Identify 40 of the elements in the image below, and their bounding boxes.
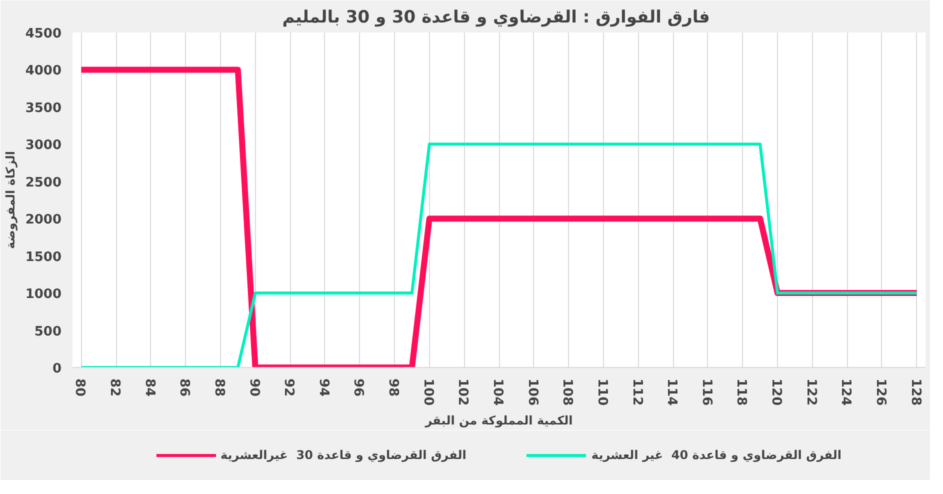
x-tick-label: 104 (490, 378, 505, 406)
x-tick-label: 102 (455, 378, 470, 406)
x-tick-label: 88 (211, 378, 226, 397)
legend-label: الفرق القرضاوي و قاعدة 40 غير العشرية (591, 448, 842, 462)
x-tick-label: 124 (838, 378, 854, 406)
x-tick-label: 86 (176, 378, 192, 397)
chart-title: فارق الفوارق : القرضاوي و قاعدة 30 و 30 بالمليم (282, 8, 710, 28)
x-tick-label: 80 (72, 378, 88, 397)
x-tick-label: 98 (386, 378, 401, 397)
x-tick-label: 114 (664, 378, 680, 406)
x-tick-label: 96 (350, 378, 366, 397)
x-tick-label: 126 (872, 378, 888, 406)
x-tick-label: 106 (524, 378, 540, 406)
x-tick-label: 122 (803, 378, 818, 406)
y-tick-label: 500 (34, 324, 62, 340)
legend-label: الفرق القرضاوي و قاعدة 30 غيرالعشرية (220, 448, 466, 462)
x-tick-label: 82 (107, 378, 122, 397)
y-tick-label: 2500 (25, 175, 62, 190)
y-tick-label: 1000 (25, 287, 62, 302)
x-tick-label: 118 (734, 378, 749, 406)
x-tick-label: 84 (142, 378, 157, 397)
x-tick-label: 110 (594, 378, 610, 406)
y-tick-label: 3000 (25, 138, 62, 154)
x-tick-label: 120 (768, 378, 784, 406)
y-tick-label: 1500 (25, 250, 62, 265)
x-tick-label: 112 (629, 378, 644, 406)
x-tick-label: 90 (246, 378, 262, 397)
x-axis-title: الكمية المملوكة من البقر (424, 414, 573, 428)
x-tick-label: 108 (560, 378, 575, 406)
x-tick-label: 94 (316, 378, 331, 397)
y-tick-label: 2000 (25, 212, 62, 228)
y-tick-label: 0 (52, 362, 62, 376)
y-tick-label: 4000 (25, 64, 62, 79)
x-tick-label: 100 (420, 378, 436, 406)
y-tick-label: 3500 (25, 100, 62, 116)
x-tick-label: 92 (281, 378, 296, 397)
x-tick-label: 116 (698, 378, 714, 406)
y-axis-title: الزكاة المفروضة (3, 151, 18, 249)
y-tick-label: 4500 (25, 26, 62, 42)
x-tick-label: 128 (908, 378, 923, 406)
